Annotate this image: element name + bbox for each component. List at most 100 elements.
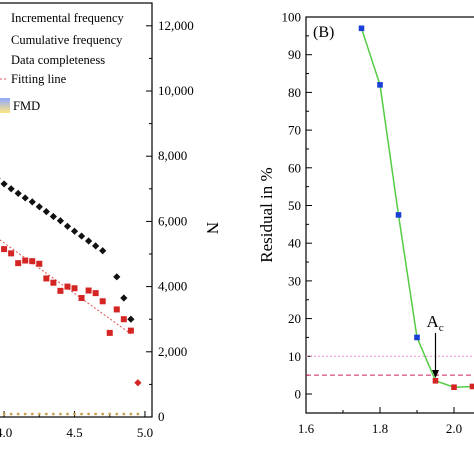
completeness-point (66, 412, 69, 416)
ac-annotation: Ac (427, 312, 444, 378)
incremental-point (8, 250, 15, 257)
incremental-point (29, 258, 36, 265)
incremental-point (71, 285, 78, 292)
right-y-tick-label: 30 (288, 273, 301, 288)
right-x-tick-label: 1.6 (298, 421, 315, 436)
incremental-point (120, 316, 127, 323)
right-plot-frame (305, 16, 474, 414)
right-y-tick-label: 100 (282, 10, 302, 25)
left-chart-panel: Incremental frequency Cumulative frequen… (0, 2, 222, 440)
completeness-point (101, 412, 105, 416)
completeness-point (37, 412, 41, 416)
completeness-point (44, 412, 48, 416)
completeness-point (94, 412, 98, 416)
cumulative-point (56, 217, 65, 225)
right-x-tick-label: 1.8 (372, 421, 388, 436)
right-y-tick-label: 70 (288, 123, 301, 138)
completeness-point (51, 412, 55, 416)
left-x-tick-label: 4.0 (0, 425, 12, 440)
cumulative-point (92, 242, 100, 250)
cumulative-point (70, 227, 79, 235)
panel-label-b: (B) (313, 24, 334, 41)
residual-point (469, 383, 474, 390)
incremental-point (57, 287, 64, 294)
reference-lines (306, 355, 474, 376)
fmd-legend-swatch (0, 98, 10, 113)
legend-fmd: FMD (13, 99, 40, 113)
cumulative-point (21, 194, 29, 202)
legend-incremental-frequency: Incremental frequency (11, 11, 125, 25)
left-x-tick-label: 5.0 (137, 425, 153, 440)
residual-point (432, 378, 439, 384)
left-y-tick-label: 2,000 (158, 344, 187, 359)
left-right-y-axis-title: N (203, 222, 222, 234)
left-right-y-axis: 0 2,000 4,000 6,000 8,000 10,000 12,000 (146, 18, 194, 424)
cumulative-point (49, 212, 57, 221)
right-x-tick-label: 2.0 (446, 421, 462, 436)
right-y-axis: 0 10 20 30 40 50 60 70 80 90 100 (282, 10, 312, 402)
cumulative-point (77, 232, 86, 240)
incremental-point (36, 260, 43, 267)
left-legend: Incremental frequency Cumulative frequen… (0, 11, 125, 113)
left-plot-frame (0, 2, 153, 418)
completeness-point (87, 412, 91, 416)
legend-data-completeness: Data completeness (11, 53, 105, 67)
completeness-point (2, 412, 6, 416)
residual-point (414, 334, 420, 341)
fmd-swatch-rect (0, 98, 10, 113)
right-y-tick-label: 0 (295, 387, 302, 402)
completeness-point (73, 412, 76, 416)
left-x-axis: 4.0 4.5 5.0 (0, 411, 153, 440)
residual-line (360, 28, 474, 388)
right-y-axis-title: Residual in % (257, 167, 276, 262)
cumulative-point (14, 189, 22, 197)
incremental-point (127, 327, 134, 334)
right-chart-panel: (B) 0 10 20 30 40 50 60 70 80 90 100 1.6 1.8 2.0 Res… (257, 10, 474, 436)
completeness-point (30, 412, 34, 416)
cumulative-point (113, 273, 121, 281)
completeness-point (108, 412, 112, 416)
right-x-axis: 1.6 1.8 2.0 (298, 407, 462, 436)
left-data-marks (0, 177, 142, 416)
right-data-marks (358, 25, 474, 391)
cumulative-point (0, 177, 1, 180)
right-y-tick-label: 90 (288, 47, 301, 62)
right-y-tick-label: 80 (288, 85, 301, 100)
residual-point (358, 25, 365, 32)
cumulative-point (35, 203, 43, 211)
completeness-point (115, 412, 119, 416)
completeness-point (136, 412, 140, 416)
incremental-point (50, 279, 57, 286)
legend-cumulative-frequency: Cumulative frequency (11, 33, 123, 47)
legend-fitting-line: Fitting line (11, 72, 67, 86)
incremental-point (15, 260, 22, 267)
incremental-point (43, 275, 50, 282)
cumulative-point (0, 180, 8, 188)
incremental-point (113, 306, 120, 313)
incremental-point (134, 379, 142, 387)
right-y-tick-label: 50 (288, 198, 301, 213)
cumulative-point (99, 247, 107, 255)
left-x-tick-label: 4.5 (66, 425, 82, 440)
incremental-point (64, 283, 71, 290)
left-y-tick-label: 6,000 (158, 213, 187, 228)
completeness-point (9, 412, 13, 416)
ac-arrow-head (432, 370, 439, 378)
right-y-tick-label: 10 (288, 349, 301, 364)
cumulative-point (63, 222, 72, 230)
left-y-tick-label: 10,000 (158, 83, 194, 98)
cumulative-point (42, 208, 50, 216)
incremental-point (106, 329, 113, 336)
right-y-tick-label: 60 (288, 160, 301, 175)
residual-point (377, 82, 383, 88)
residual-point (451, 384, 457, 391)
cumulative-point (120, 294, 128, 302)
cumulative-point (28, 198, 36, 206)
right-y-tick-label: 20 (288, 311, 301, 326)
cumulative-point (85, 237, 93, 245)
completeness-point (59, 412, 62, 416)
completeness-point (23, 412, 27, 416)
incremental-point (99, 298, 106, 305)
incremental-point (85, 287, 92, 294)
